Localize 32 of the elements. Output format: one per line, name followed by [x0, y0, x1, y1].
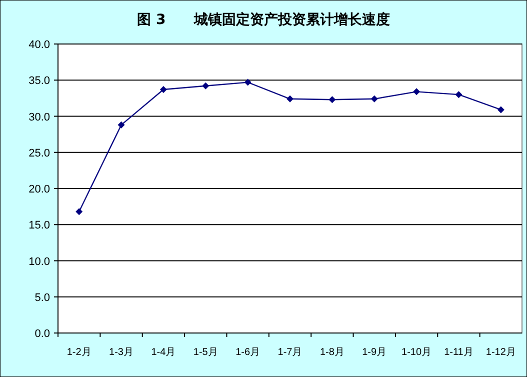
y-tick-label: 15.0 [28, 220, 50, 232]
y-tick-label: 0.0 [34, 328, 50, 340]
point [370, 95, 378, 102]
point [328, 96, 336, 104]
x-tick-label: 1-9月 [362, 347, 387, 358]
point [118, 121, 125, 128]
x-tick-label: 1-6月 [236, 347, 260, 358]
y-tick-label: 10.0 [28, 256, 50, 268]
y-tick-label: 35.0 [28, 75, 50, 88]
x-tick-label: 1-3月 [109, 347, 134, 358]
point [160, 86, 167, 94]
point [202, 82, 210, 90]
x-tick-label: 1-2月 [66, 347, 92, 358]
x-tick-label: 1-12月 [486, 347, 516, 358]
y-tick-label: 5.0 [34, 292, 50, 304]
x-tick-label: 1-4月 [151, 347, 176, 358]
x-tick-label: 1-11月 [444, 347, 474, 358]
y-tick-label: 20.0 [28, 184, 50, 196]
point [76, 208, 83, 216]
y-tick-label: 30.0 [28, 111, 50, 124]
x-tick-label: 1-8月 [320, 347, 344, 358]
point [497, 106, 504, 114]
x-tick-label: 1-7月 [278, 347, 302, 358]
x-tick-label: 1-5月 [193, 347, 218, 358]
x-tick-label: 1-10月 [402, 347, 432, 358]
point [455, 91, 462, 98]
point [244, 78, 252, 86]
chart-title: 图 3 城镇固定资产投资累计增长速度 [137, 11, 390, 28]
point [286, 95, 294, 102]
y-tick-label: 40.0 [28, 39, 50, 51]
y-tick-label: 25.0 [28, 147, 50, 160]
point [413, 88, 420, 96]
